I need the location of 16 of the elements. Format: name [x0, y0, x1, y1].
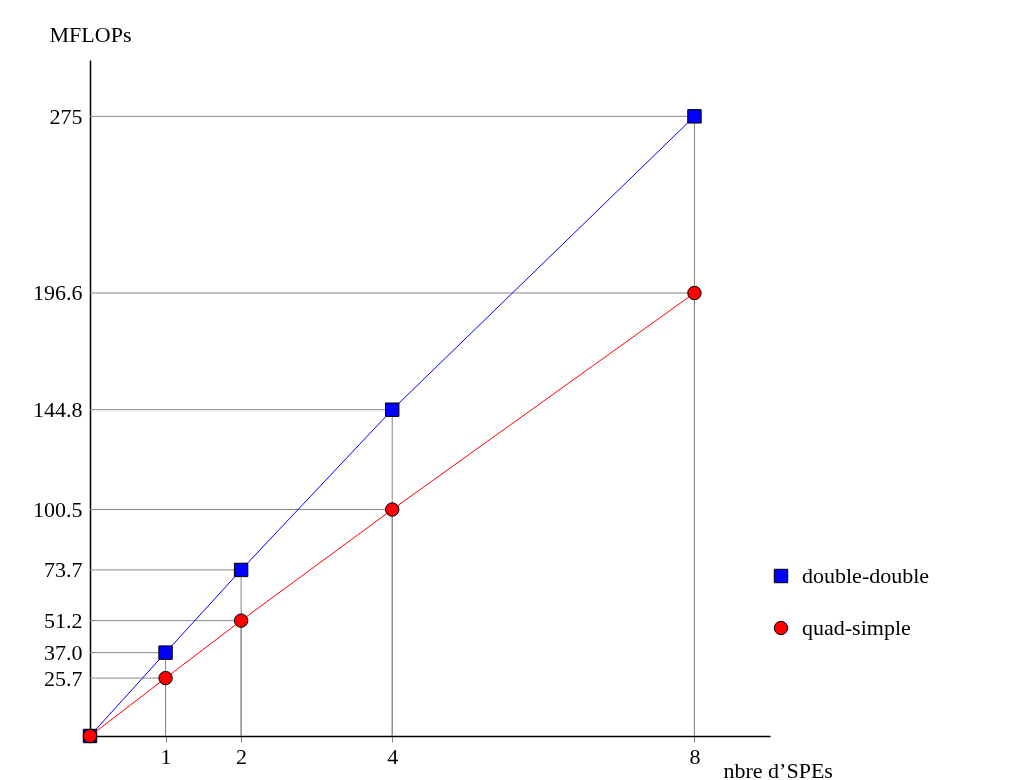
y-tick-label: 196.6: [33, 280, 83, 306]
y-axis-title: MFLOPs: [49, 21, 132, 47]
x-axis-title: nbre d’SPEs: [723, 757, 833, 780]
legend-label: quad-simple: [802, 615, 911, 640]
x-tick-label: 2: [236, 743, 248, 769]
x-tick-label: 8: [689, 743, 701, 769]
legend-label: double-double: [802, 563, 930, 588]
y-tick-label: 51.2: [44, 608, 83, 634]
y-tick-label: 100.5: [33, 497, 83, 523]
y-tick-label: 275: [49, 103, 83, 129]
x-tick-label: 1: [160, 743, 172, 769]
y-tick-label: 25.7: [44, 665, 83, 691]
x-tick-label: 4: [387, 743, 399, 769]
y-tick-label: 73.7: [44, 557, 83, 583]
y-tick-label: 144.8: [33, 397, 83, 423]
y-tick-label: 37.0: [44, 640, 83, 666]
